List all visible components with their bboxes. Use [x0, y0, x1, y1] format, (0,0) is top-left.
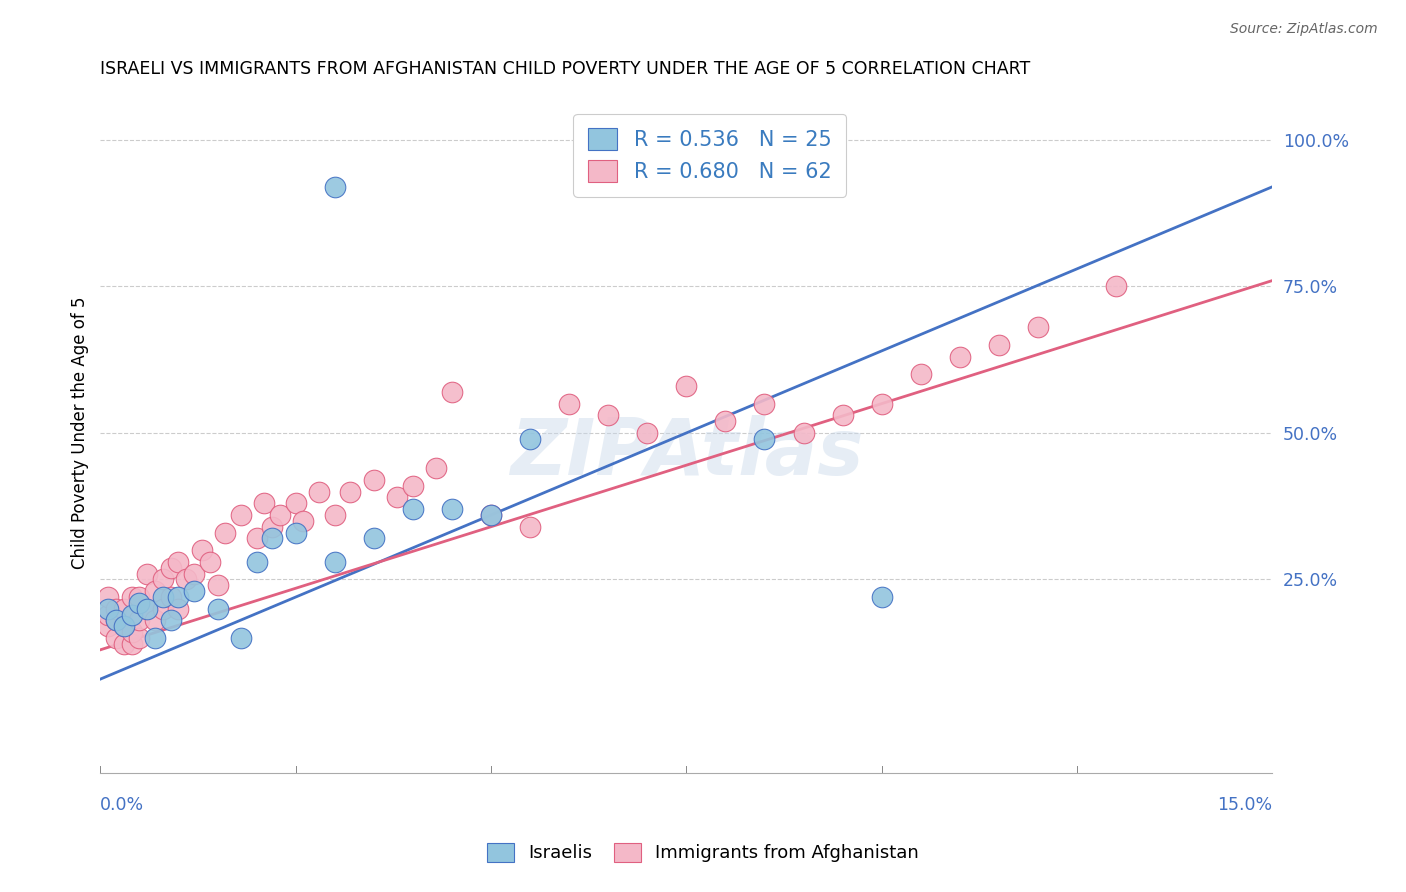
- Legend: R = 0.536   N = 25, R = 0.680   N = 62: R = 0.536 N = 25, R = 0.680 N = 62: [574, 113, 846, 196]
- Point: [143, 631, 166, 645]
- Point: [112, 619, 135, 633]
- Point: [308, 484, 330, 499]
- Point: [104, 601, 127, 615]
- Point: [128, 590, 150, 604]
- Point: [229, 508, 252, 522]
- Text: 15.0%: 15.0%: [1218, 797, 1272, 814]
- Point: [104, 614, 127, 628]
- Point: [402, 502, 425, 516]
- Point: [152, 590, 174, 604]
- Point: [159, 614, 181, 628]
- Point: [636, 425, 658, 440]
- Point: [128, 614, 150, 628]
- Point: [323, 179, 346, 194]
- Point: [207, 601, 229, 615]
- Point: [870, 590, 893, 604]
- Point: [136, 601, 159, 615]
- Text: ISRAELI VS IMMIGRANTS FROM AFGHANISTAN CHILD POVERTY UNDER THE AGE OF 5 CORRELAT: ISRAELI VS IMMIGRANTS FROM AFGHANISTAN C…: [100, 60, 1031, 78]
- Point: [402, 479, 425, 493]
- Point: [143, 614, 166, 628]
- Point: [519, 520, 541, 534]
- Point: [191, 543, 214, 558]
- Point: [1026, 320, 1049, 334]
- Point: [269, 508, 291, 522]
- Point: [214, 525, 236, 540]
- Point: [112, 619, 135, 633]
- Point: [229, 631, 252, 645]
- Point: [104, 614, 127, 628]
- Point: [152, 573, 174, 587]
- Point: [440, 384, 463, 399]
- Point: [714, 414, 737, 428]
- Y-axis label: Child Poverty Under the Age of 5: Child Poverty Under the Age of 5: [72, 297, 89, 569]
- Point: [253, 496, 276, 510]
- Point: [246, 532, 269, 546]
- Point: [152, 601, 174, 615]
- Point: [479, 508, 502, 522]
- Point: [121, 590, 143, 604]
- Point: [292, 514, 315, 528]
- Point: [198, 555, 221, 569]
- Point: [159, 590, 181, 604]
- Point: [97, 601, 120, 615]
- Point: [519, 432, 541, 446]
- Point: [97, 590, 120, 604]
- Point: [97, 607, 120, 622]
- Point: [831, 409, 853, 423]
- Point: [479, 508, 502, 522]
- Point: [754, 432, 776, 446]
- Point: [284, 496, 307, 510]
- Point: [987, 338, 1010, 352]
- Point: [121, 607, 143, 622]
- Point: [440, 502, 463, 516]
- Point: [159, 560, 181, 574]
- Point: [167, 601, 190, 615]
- Point: [183, 566, 205, 581]
- Point: [598, 409, 620, 423]
- Point: [128, 596, 150, 610]
- Point: [112, 601, 135, 615]
- Point: [136, 566, 159, 581]
- Point: [136, 601, 159, 615]
- Point: [558, 397, 581, 411]
- Point: [167, 590, 190, 604]
- Legend: Israelis, Immigrants from Afghanistan: Israelis, Immigrants from Afghanistan: [479, 836, 927, 870]
- Point: [207, 578, 229, 592]
- Point: [1105, 279, 1128, 293]
- Text: 0.0%: 0.0%: [100, 797, 145, 814]
- Point: [104, 631, 127, 645]
- Point: [792, 425, 814, 440]
- Text: ZIPAtlas: ZIPAtlas: [509, 416, 863, 491]
- Point: [425, 461, 447, 475]
- Point: [870, 397, 893, 411]
- Text: Source: ZipAtlas.com: Source: ZipAtlas.com: [1230, 22, 1378, 37]
- Point: [754, 397, 776, 411]
- Point: [949, 350, 972, 364]
- Point: [143, 584, 166, 599]
- Point: [323, 555, 346, 569]
- Point: [174, 573, 197, 587]
- Point: [112, 637, 135, 651]
- Point: [262, 520, 284, 534]
- Point: [183, 584, 205, 599]
- Point: [363, 532, 385, 546]
- Point: [339, 484, 361, 499]
- Point: [363, 473, 385, 487]
- Point: [121, 637, 143, 651]
- Point: [128, 631, 150, 645]
- Point: [675, 379, 697, 393]
- Point: [262, 532, 284, 546]
- Point: [387, 491, 409, 505]
- Point: [167, 555, 190, 569]
- Point: [121, 625, 143, 640]
- Point: [323, 508, 346, 522]
- Point: [97, 619, 120, 633]
- Point: [910, 368, 932, 382]
- Point: [246, 555, 269, 569]
- Point: [284, 525, 307, 540]
